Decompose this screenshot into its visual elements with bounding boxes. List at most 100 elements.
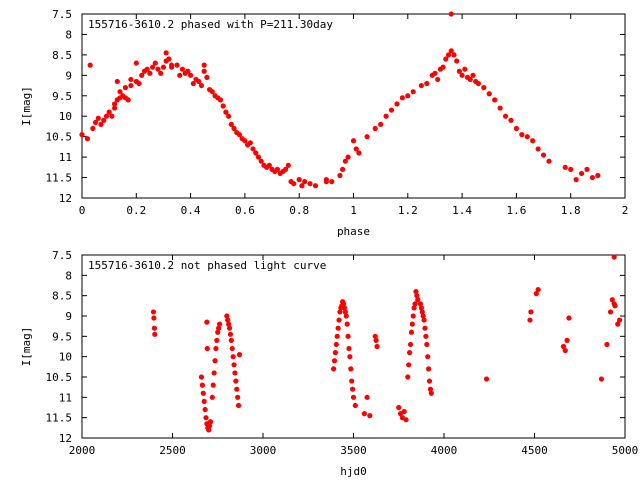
chart-1-data-point (307, 181, 313, 187)
chart-2-data-point (349, 386, 356, 392)
chart-1-data-point (168, 62, 175, 68)
chart-2-data-point (151, 325, 157, 331)
chart-2-data-point (424, 341, 430, 348)
chart-1-data-point (492, 97, 498, 103)
chart-1-data-point (399, 95, 405, 101)
chart-1-data-point (435, 76, 441, 83)
chart-2-data-point (607, 309, 614, 315)
chart-2-data-point (232, 370, 238, 376)
chart-2-data-point (233, 378, 239, 384)
chart-1-data-point (299, 183, 305, 189)
chart-1-plot-frame (81, 13, 626, 199)
chart-2-data-point (207, 419, 214, 425)
chart-2-data-point (373, 337, 379, 343)
chart-1-data-point (217, 97, 224, 103)
chart-2-data-point (598, 376, 605, 382)
chart-2-data-point (401, 408, 407, 415)
chart-2-data-point (361, 411, 367, 417)
chart-1-data-point (562, 164, 568, 170)
chart-1-y-tick-label: 8.5 (52, 49, 72, 62)
chart-2-data-point (405, 374, 411, 380)
chart-1-data-point (266, 162, 272, 168)
chart-2-data-point (426, 366, 432, 372)
chart-2-data-point (332, 350, 338, 356)
chart-1-data-point (364, 134, 370, 140)
chart-1-y-tick-label: 11 (59, 151, 72, 164)
chart-1-data-point (111, 101, 118, 107)
chart-1-data-point (340, 166, 346, 172)
chart-1-data-point (329, 179, 335, 185)
chart-1-data-point (84, 136, 91, 142)
chart-1-data-point (578, 170, 585, 177)
chart-2-data-point (533, 291, 539, 297)
chart-1-y-tick-label: 10.5 (46, 131, 73, 144)
chart-2-data-point (427, 386, 434, 392)
chart-2-data-point (201, 398, 207, 404)
chart-2-data-point (562, 347, 568, 354)
chart-2-y-axis-label: I[mag] (20, 327, 33, 367)
chart-1-x-tick-label: 2 (622, 204, 629, 217)
chart-1-title: 155716-3610.2 phased with P=211.30day (88, 18, 333, 31)
chart-2-data-point (412, 301, 418, 307)
chart-1-data-point (394, 101, 400, 107)
chart-1-data-point (231, 125, 237, 132)
chart-2-data-point (228, 337, 234, 343)
chart-2-data-point (374, 343, 380, 350)
chart-2-x-tick-label: 2000 (69, 444, 96, 457)
chart-2-data-point (151, 315, 157, 321)
chart-2-data-point (422, 325, 428, 331)
chart-1-data-point (502, 113, 509, 119)
chart-1-data-point (388, 107, 395, 113)
chart-1-x-tick-label: 0 (79, 204, 86, 217)
chart-1-data-point (418, 82, 424, 89)
chart-2-data-point (349, 378, 355, 384)
chart-1-y-tick-label: 11.5 (46, 172, 73, 185)
chart-2-data-point (426, 378, 433, 384)
chart-2-data-point (372, 333, 378, 339)
chart-2-data-point (331, 358, 338, 364)
chart-1-data-point (513, 125, 520, 132)
chart-2-data-point (425, 354, 431, 360)
chart-1-x-tick-label: 0.6 (235, 204, 255, 217)
chart-1-x-tick-label: 1 (350, 204, 357, 217)
chart-2-data-point (483, 376, 490, 382)
chart-1-data-point (136, 80, 142, 87)
chart-1-y-tick-label: 7.5 (52, 8, 72, 21)
chart-1-data-point (250, 146, 256, 152)
chart-2-data-point (213, 345, 219, 352)
chart-2-data-point (224, 313, 230, 319)
chart-1-data-point (440, 64, 446, 70)
chart-2-data-point (343, 313, 349, 319)
chart-1-data-point (190, 80, 196, 87)
chart-1-data-point (432, 70, 438, 76)
chart-1-y-axis-label: I[mag] (20, 86, 33, 126)
chart-1-data-point (242, 138, 248, 144)
chart-2-data-point (337, 309, 343, 315)
chart-2-data-point (417, 301, 424, 307)
chart-1-data-point (285, 162, 291, 168)
chart-1-data-point (470, 72, 476, 78)
chart-1-data-point (342, 158, 348, 164)
chart-1-data-point (443, 56, 449, 62)
chart-2-data-point (204, 345, 210, 352)
chart-2-data-point (535, 286, 541, 293)
chart-2-data-point (423, 333, 429, 339)
chart-1-data-point (353, 146, 359, 152)
chart-2-data-point (345, 333, 351, 339)
chart-1-x-tick-label: 1.2 (398, 204, 418, 217)
chart-1-y-tick-label: 12 (59, 192, 72, 205)
chart-1-data-point (147, 70, 153, 76)
chart-2-y-tick-label: 10.5 (46, 371, 73, 384)
chart-1-data-point (90, 125, 96, 132)
chart-2-data-point (604, 341, 610, 348)
chart-1-data-point (424, 80, 430, 87)
chart-2-data-point (409, 321, 415, 327)
chart-2-data-point (234, 386, 240, 392)
chart-1-data-point (128, 76, 134, 83)
chart-2-data-point (609, 297, 615, 303)
chart-2-data-point (335, 325, 341, 331)
chart-1-data-point (133, 60, 139, 66)
chart-1-data-point (92, 119, 99, 125)
chart-2-data-point (564, 337, 570, 343)
